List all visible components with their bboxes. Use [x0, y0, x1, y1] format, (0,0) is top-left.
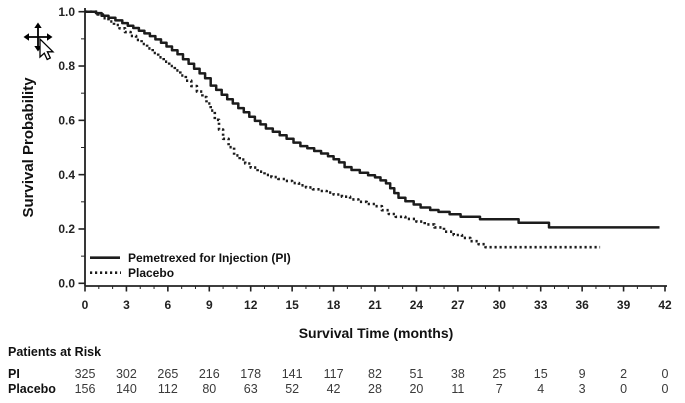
y-tick-label: 0.0: [58, 277, 75, 291]
risk-count-placebo-9: 80: [202, 382, 216, 396]
risk-count-pi-33: 15: [534, 367, 548, 381]
x-tick-label: 27: [451, 298, 465, 312]
y-tick-label: 0.2: [58, 222, 75, 236]
risk-count-pi-12: 178: [240, 367, 261, 381]
risk-count-placebo-36: 3: [579, 382, 586, 396]
risk-count-pi-36: 9: [579, 367, 586, 381]
x-axis-title: Survival Time (months): [299, 325, 454, 341]
risk-count-placebo-27: 11: [451, 382, 464, 396]
risk-count-pi-3: 302: [116, 367, 137, 381]
risk-count-placebo-6: 112: [158, 382, 178, 396]
y-axis-title: Survival Probability: [20, 77, 37, 218]
risk-count-pi-30: 25: [492, 367, 506, 381]
move-cursor-icon: [23, 22, 55, 61]
risk-count-placebo-39: 0: [620, 382, 627, 396]
series-placebo-curve: [85, 10, 601, 249]
risk-count-pi-6: 265: [157, 367, 178, 381]
x-tick-label: 0: [82, 298, 89, 312]
risk-count-placebo-42: 0: [662, 382, 669, 396]
risk-count-pi-24: 51: [409, 367, 423, 381]
risk-table-title: Patients at Risk: [8, 345, 101, 359]
risk-count-pi-27: 38: [451, 367, 465, 381]
chart-dynamic-layer: 0 3 6 9 12 15 18 21 24 27 30 33 36 39 420.00.20.40.60.…: [58, 5, 672, 396]
risk-count-pi-15: 141: [282, 367, 303, 381]
y-tick-label: 0.4: [58, 168, 75, 182]
x-tick-label: 18: [327, 298, 341, 312]
x-tick-label: 24: [410, 298, 424, 312]
x-tick-label: 36: [575, 298, 589, 312]
risk-count-pi-39: 2: [620, 367, 627, 381]
risk-count-placebo-30: 7: [496, 382, 503, 396]
risk-count-pi-42: 0: [662, 367, 669, 381]
x-tick-label: 42: [658, 298, 672, 312]
risk-count-placebo-21: 28: [368, 382, 382, 396]
risk-count-placebo-18: 42: [327, 382, 341, 396]
y-tick-label: 1.0: [58, 5, 75, 19]
risk-row-label-placebo: Placebo: [8, 382, 56, 396]
risk-count-pi-0: 325: [75, 367, 96, 381]
risk-count-pi-9: 216: [199, 367, 220, 381]
x-tick-label: 12: [244, 298, 258, 312]
risk-count-placebo-33: 4: [537, 382, 544, 396]
legend-label-pi: Pemetrexed for Injection (PI): [128, 251, 291, 265]
x-tick-label: 30: [493, 298, 507, 312]
legend: Pemetrexed for Injection (PI) Placebo: [90, 251, 291, 280]
risk-count-pi-18: 117: [324, 367, 344, 381]
x-tick-label: 33: [534, 298, 548, 312]
risk-count-placebo-15: 52: [285, 382, 299, 396]
risk-row-label-pi: PI: [8, 367, 20, 381]
risk-count-placebo-12: 63: [244, 382, 258, 396]
y-tick-label: 0.8: [58, 59, 75, 73]
x-tick-label: 39: [617, 298, 631, 312]
x-tick-label: 3: [123, 298, 130, 312]
risk-count-pi-21: 82: [368, 367, 382, 381]
legend-label-placebo: Placebo: [128, 266, 174, 280]
series-pi-curve: [85, 10, 660, 229]
risk-count-placebo-3: 140: [116, 382, 137, 396]
y-tick-label: 0.6: [58, 114, 75, 128]
risk-count-placebo-0: 156: [75, 382, 96, 396]
x-tick-label: 6: [165, 298, 172, 312]
x-tick-label: 21: [368, 298, 382, 312]
x-tick-label: 9: [206, 298, 213, 312]
x-tick-label: 15: [285, 298, 299, 312]
risk-count-placebo-24: 20: [409, 382, 423, 396]
